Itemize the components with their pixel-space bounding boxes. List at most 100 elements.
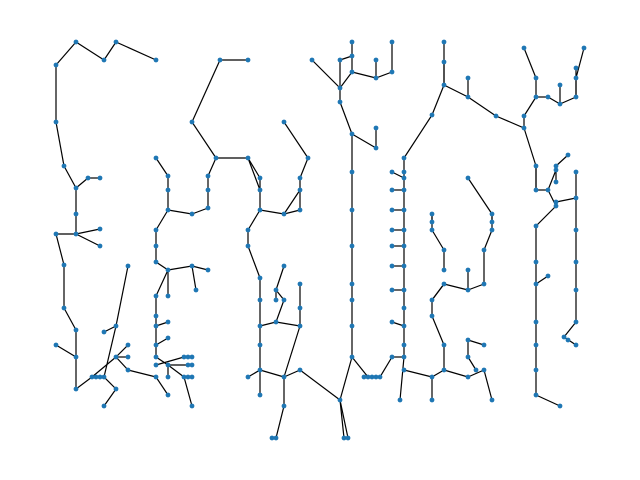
node-52: [205, 187, 211, 193]
edge-98: [275, 405, 285, 439]
node-96: [281, 263, 287, 269]
edge-48: [167, 209, 193, 215]
node-122: [349, 53, 355, 59]
node-42: [153, 293, 159, 299]
node-169: [521, 113, 527, 119]
edge-31: [127, 369, 157, 378]
node-123: [373, 57, 379, 63]
node-89: [281, 374, 287, 380]
node-54: [213, 155, 219, 161]
node-182: [573, 195, 579, 201]
node-37: [165, 207, 171, 213]
node-227: [93, 374, 99, 380]
edge-5: [55, 121, 65, 167]
edge-52: [207, 157, 217, 177]
node-146: [389, 207, 395, 213]
edge-18: [103, 388, 117, 407]
node-68: [189, 362, 195, 368]
node-5: [53, 119, 59, 125]
node-17: [101, 374, 107, 380]
node-18: [113, 386, 119, 392]
edge-23: [55, 344, 77, 358]
node-229: [369, 374, 375, 380]
node-129: [401, 342, 407, 348]
node-199: [565, 152, 571, 158]
edge-68: [247, 157, 261, 179]
node-59: [205, 267, 211, 273]
node-85: [297, 175, 303, 181]
edge-12: [63, 307, 77, 331]
node-121: [337, 57, 343, 63]
edge-3: [55, 41, 77, 66]
node-226: [185, 362, 191, 368]
edge-168: [523, 96, 537, 117]
edge-156: [483, 369, 493, 401]
node-105: [349, 297, 355, 303]
node-4: [53, 62, 59, 68]
node-70: [245, 155, 251, 161]
node-3: [73, 39, 79, 45]
node-151: [389, 319, 395, 325]
node-0: [153, 57, 159, 63]
edge-208: [431, 315, 445, 346]
node-207: [465, 287, 471, 293]
node-114: [349, 39, 355, 45]
edge-27: [103, 325, 117, 378]
node-29: [101, 329, 107, 335]
node-158: [489, 397, 495, 403]
node-78: [257, 323, 263, 329]
node-14: [73, 354, 79, 360]
edge-190: [535, 394, 561, 407]
node-186: [533, 281, 539, 287]
edge-103: [339, 356, 353, 401]
edge-79: [247, 157, 261, 191]
node-159: [429, 397, 435, 403]
node-219: [465, 337, 471, 343]
node-220: [465, 354, 471, 360]
node-49: [189, 403, 195, 409]
node-50: [189, 211, 195, 217]
node-108: [349, 207, 355, 213]
node-196: [573, 319, 579, 325]
node-189: [533, 367, 539, 373]
node-74: [245, 227, 251, 233]
node-92: [341, 435, 347, 441]
edge-26: [115, 344, 129, 358]
edge-24: [91, 356, 117, 378]
node-145: [389, 187, 395, 193]
node-194: [573, 259, 579, 265]
node-134: [401, 243, 407, 249]
node-187: [533, 319, 539, 325]
node-225: [185, 374, 191, 380]
node-110: [349, 131, 355, 137]
node-215: [441, 247, 447, 253]
node-126: [389, 354, 395, 360]
node-43: [153, 313, 159, 319]
edge-21: [75, 228, 101, 235]
edge-95: [275, 265, 285, 291]
node-25: [113, 354, 119, 360]
node-24: [53, 342, 59, 348]
node-131: [401, 305, 407, 311]
node-128: [345, 435, 351, 441]
edge-173: [575, 47, 585, 79]
edge-10: [55, 233, 65, 266]
node-66: [189, 354, 195, 360]
node-171: [545, 94, 551, 100]
edge-45: [155, 356, 169, 366]
edge-73: [247, 245, 261, 279]
edge-200: [467, 177, 493, 215]
edge-57: [191, 265, 209, 271]
node-198: [573, 342, 579, 348]
node-204: [489, 227, 495, 233]
node-31: [125, 367, 131, 373]
node-8: [73, 211, 79, 217]
edge-99: [283, 325, 301, 378]
node-124: [365, 374, 371, 380]
node-188: [533, 342, 539, 348]
node-144: [389, 169, 395, 175]
node-197: [561, 334, 567, 340]
node-104: [349, 323, 355, 329]
edge-92: [259, 321, 277, 327]
